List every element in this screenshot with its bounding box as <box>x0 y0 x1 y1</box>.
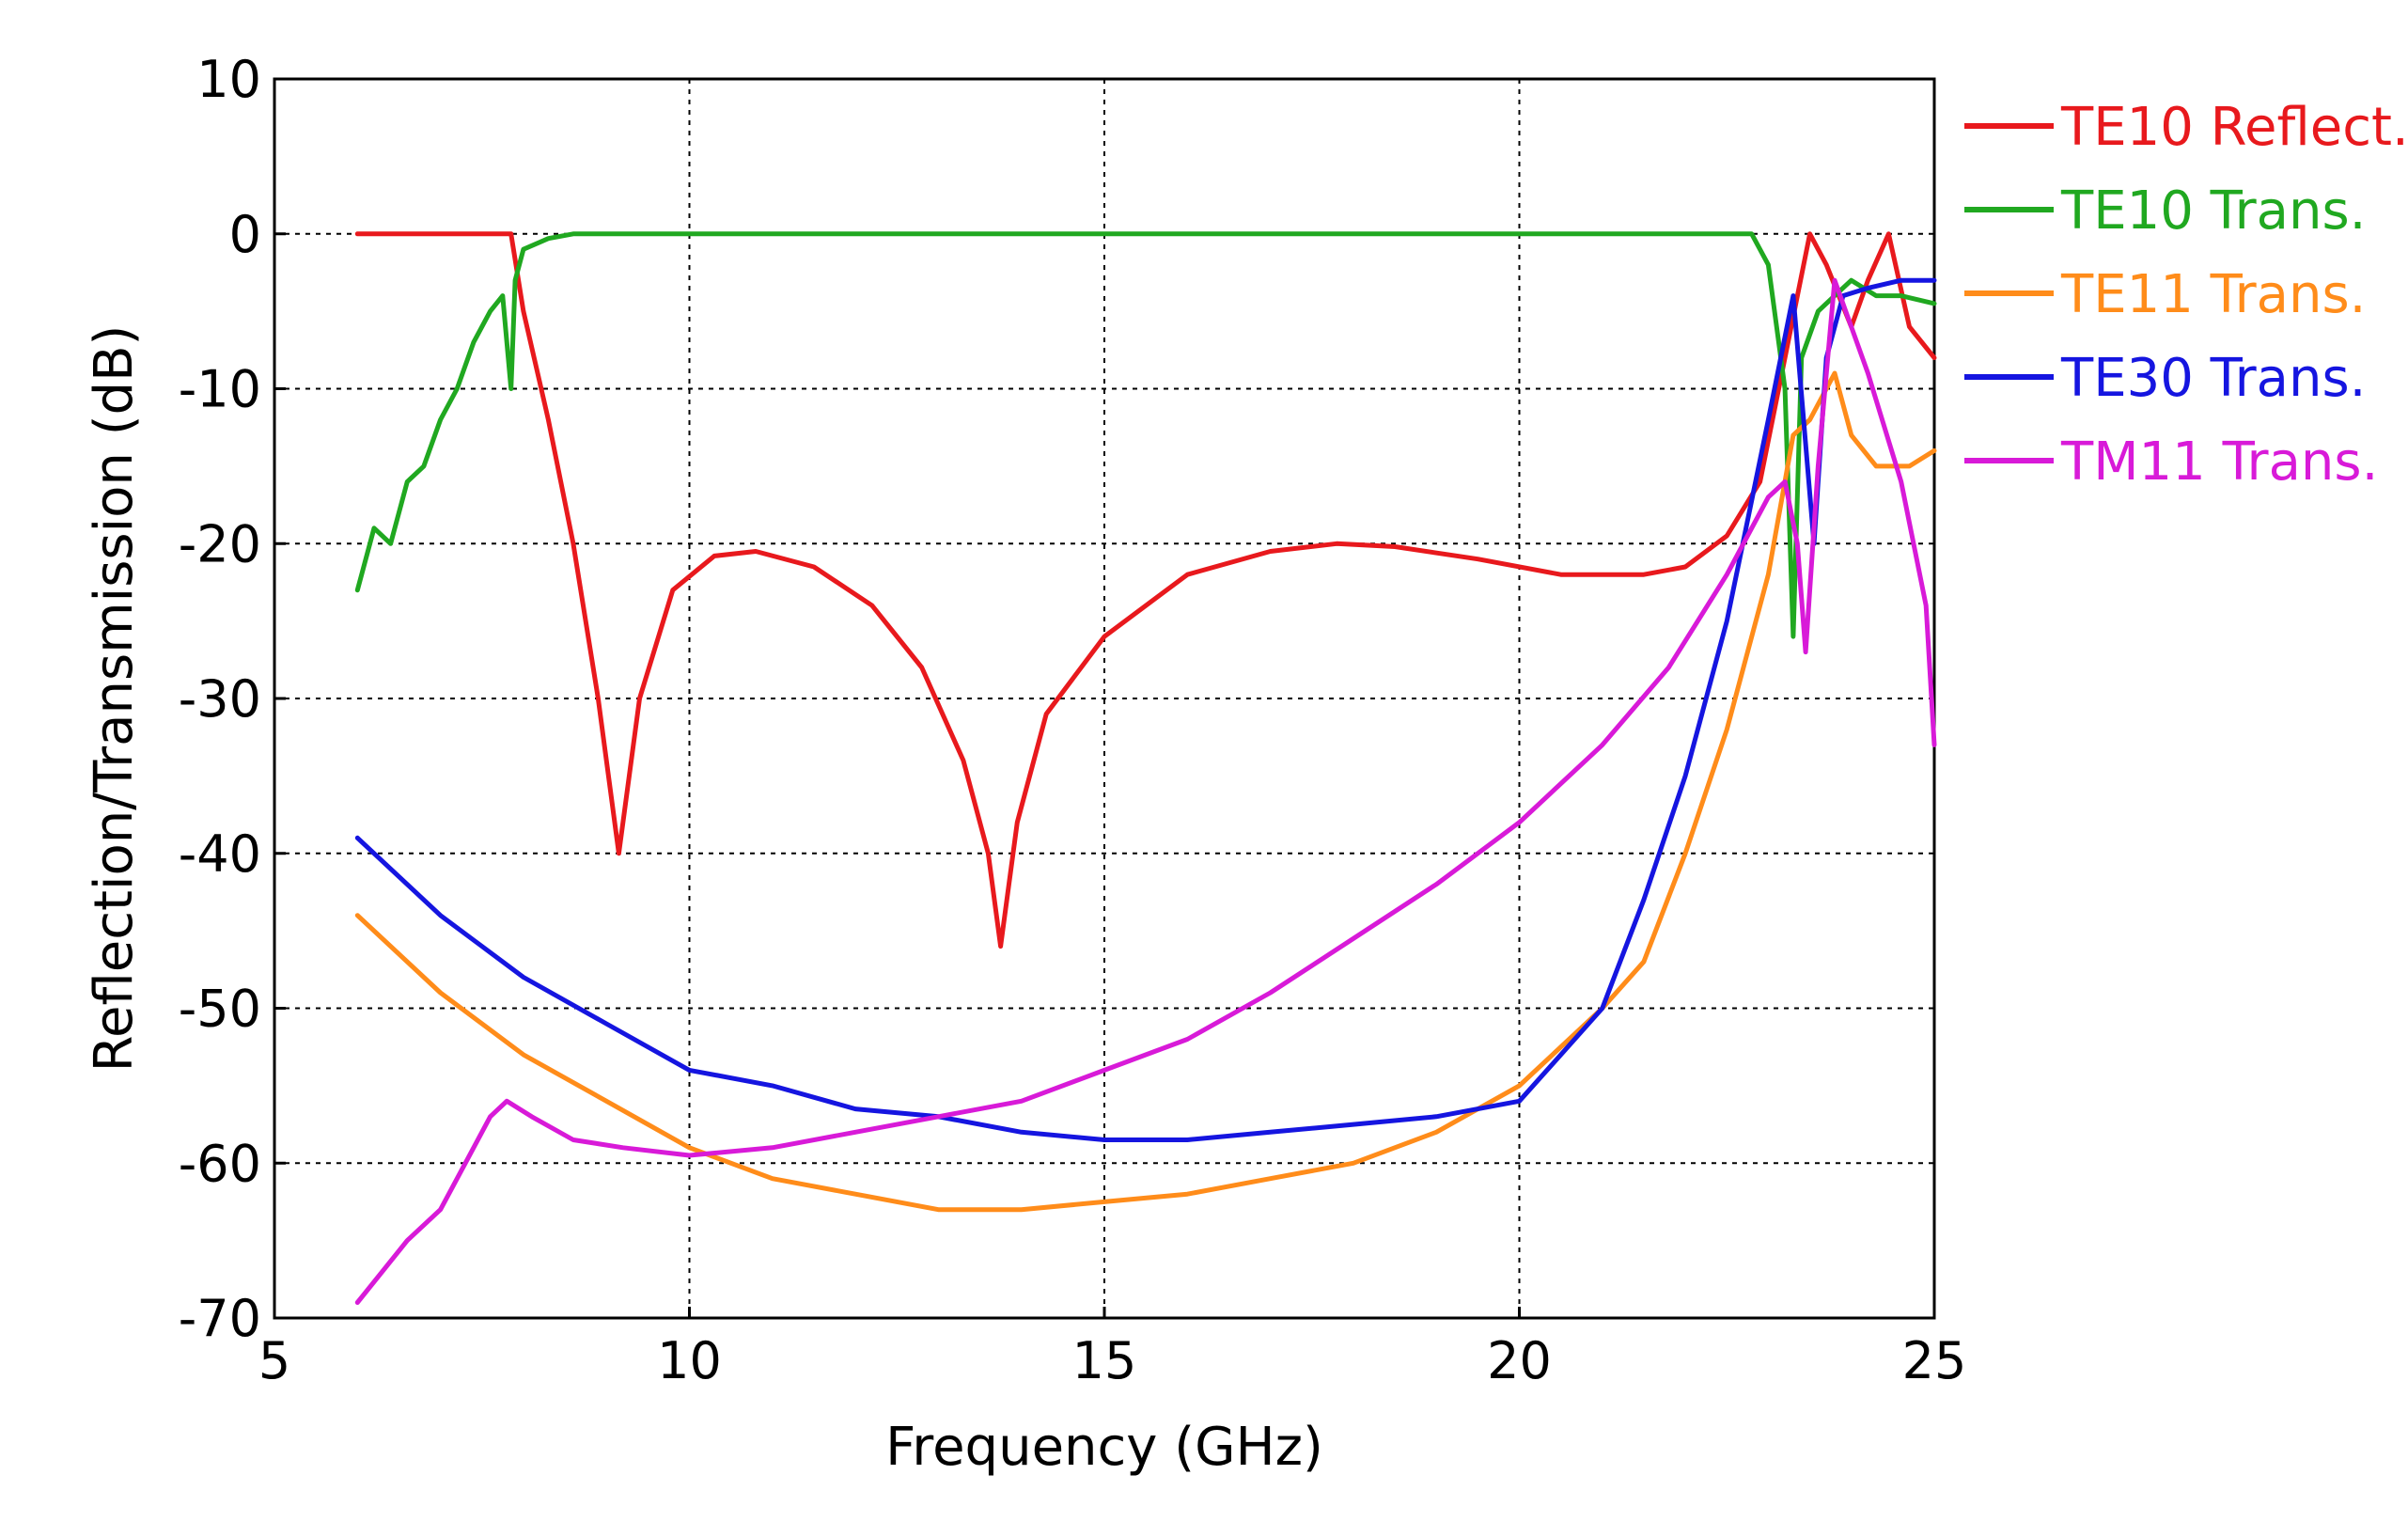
series-line-te10-trans <box>354 231 1937 639</box>
y-tick-label: -30 <box>179 669 261 729</box>
y-tick-label: -70 <box>179 1289 261 1348</box>
y-tick-label: -40 <box>179 824 261 884</box>
y-tick-label: 0 <box>229 205 261 264</box>
legend-label-te10-reflect: TE10 Reflect. <box>2060 97 2408 158</box>
y-axis-title: Reflection/Transmission (dB) <box>84 325 145 1073</box>
axis-ticks: 5 10 15 20 25 10 0 -10 -20 -30 -40 -50 -60 -70 <box>179 50 1967 1390</box>
x-tick-label: 25 <box>1902 1331 1967 1390</box>
y-tick-label: 10 <box>196 50 261 109</box>
legend-label-te10-trans: TE10 Trans. <box>2060 180 2366 242</box>
y-tick-label: -50 <box>179 980 261 1039</box>
x-tick-label: 10 <box>657 1331 722 1390</box>
y-tick-label: -20 <box>179 514 261 573</box>
y-tick-label: -10 <box>179 360 261 419</box>
legend-label-te30-trans: TE30 Trans. <box>2060 348 2366 409</box>
series-line-tm11-trans <box>354 277 1937 1305</box>
x-axis-title: Frequency (GHz) <box>885 1417 1323 1478</box>
y-tick-label: -60 <box>179 1134 261 1193</box>
series-layer <box>354 231 1937 1305</box>
x-tick-label: 20 <box>1487 1331 1552 1390</box>
legend-label-te11-trans: TE11 Trans. <box>2060 264 2366 325</box>
x-tick-label: 5 <box>258 1331 290 1390</box>
series-line-te10-reflect <box>354 231 1937 949</box>
legend-label-tm11-trans: TM11 Trans. <box>2060 431 2378 493</box>
legend: TE10 Reflect. TE10 Trans. TE11 Trans. TE30 … <box>1964 97 2408 493</box>
x-tick-label: 15 <box>1072 1331 1137 1390</box>
